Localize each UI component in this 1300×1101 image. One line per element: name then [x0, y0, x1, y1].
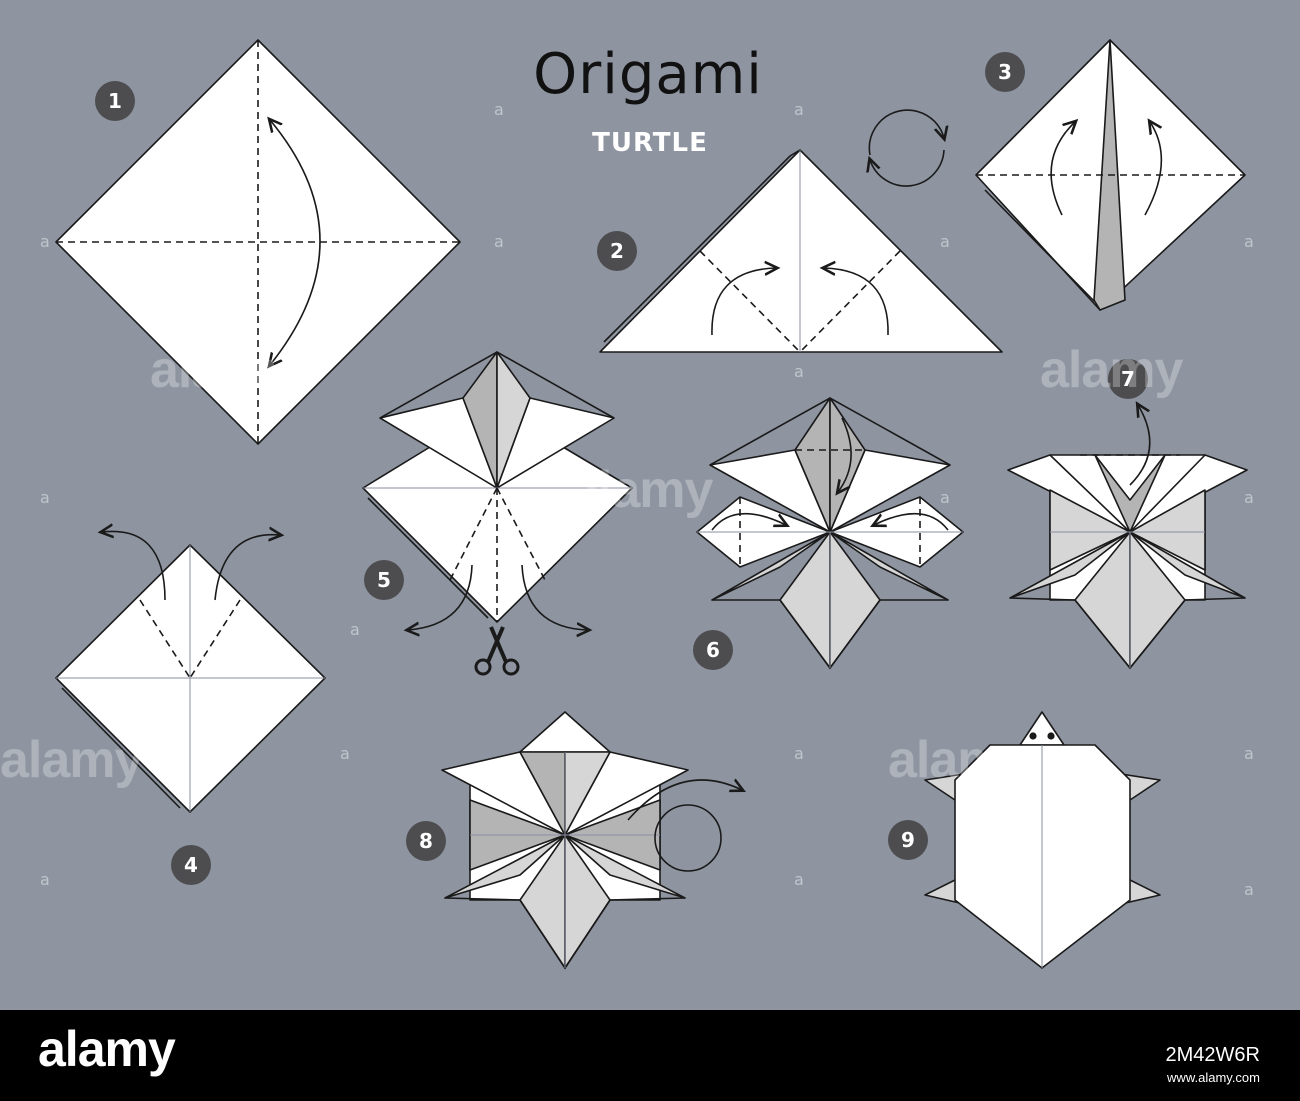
watermark-mark: a	[350, 620, 360, 639]
step-badge-3: 3	[985, 52, 1025, 92]
watermark-mark: a	[40, 870, 50, 889]
step-1-diagram	[55, 39, 461, 445]
fold-arrow	[214, 535, 280, 601]
watermark: alamy	[1040, 341, 1183, 399]
diagram-canvas	[55, 39, 1248, 970]
step-badge-4: 4	[171, 845, 211, 885]
fold-arrow	[270, 120, 321, 365]
fold-arrow	[1144, 122, 1163, 216]
fold-arrow	[874, 512, 949, 531]
watermark: alamy	[0, 731, 143, 789]
fold-arrow	[408, 564, 473, 630]
step-7-diagram	[1007, 405, 1248, 670]
watermark: alamy	[888, 731, 1031, 789]
watermark-mark: a	[1244, 488, 1254, 507]
watermark: alamy	[150, 341, 293, 399]
step-4-diagram	[55, 531, 326, 813]
step-badge-5: 5	[364, 560, 404, 600]
instruction-sheet: Origami TURTLE	[0, 39, 1254, 970]
watermark-mark: a	[494, 100, 504, 119]
fold-arrow	[1129, 405, 1151, 486]
rotate-icon	[869, 109, 944, 187]
step-2-diagram	[599, 149, 1003, 353]
watermark: alamy	[570, 461, 713, 519]
watermark-mark: a	[494, 232, 504, 251]
step-badge-1: 1	[95, 81, 135, 121]
page-subtitle: TURTLE	[592, 128, 708, 158]
step-5-diagram	[362, 351, 633, 676]
fold-arrow	[102, 531, 166, 601]
image-id: 2M42W6R	[1165, 1044, 1260, 1066]
step-badge-6: 6	[693, 630, 733, 670]
watermark-mark: a	[794, 870, 804, 889]
scissors-icon	[474, 626, 520, 676]
page-title: Origami	[533, 42, 763, 107]
fold-arrow	[838, 417, 852, 492]
step-6-diagram	[696, 397, 964, 670]
step-8-diagram	[441, 711, 742, 970]
fold-arrow	[521, 564, 588, 630]
step-9-diagram	[924, 711, 1161, 969]
fold-arrow	[711, 268, 776, 336]
watermark-mark: a	[794, 362, 804, 381]
step-badge-9: 9	[888, 820, 928, 860]
stock-url: www.alamy.com	[1167, 1070, 1260, 1085]
watermark-mark: a	[340, 744, 350, 763]
fold-arrow	[824, 268, 889, 336]
watermark-mark: a	[40, 488, 50, 507]
watermark-mark: a	[794, 744, 804, 763]
step-3-diagram	[975, 39, 1246, 311]
footer-bar: alamy 2M42W6R www.alamy.com	[0, 1010, 1300, 1101]
watermark-mark: a	[1244, 744, 1254, 763]
fold-arrow	[711, 512, 786, 531]
step-badge-7: 7	[1108, 359, 1148, 399]
watermark-mark: a	[940, 488, 950, 507]
alamy-logo: alamy	[38, 1021, 176, 1077]
fold-arrow	[1050, 122, 1075, 216]
step-badge-2: 2	[597, 231, 637, 271]
watermark-mark: a	[794, 100, 804, 119]
step-badge-8: 8	[406, 821, 446, 861]
watermark-mark: a	[940, 232, 950, 251]
watermark-mark: a	[40, 232, 50, 251]
watermark-mark: a	[1244, 232, 1254, 251]
watermark-mark: a	[1244, 880, 1254, 899]
fold-arrow	[627, 780, 742, 821]
